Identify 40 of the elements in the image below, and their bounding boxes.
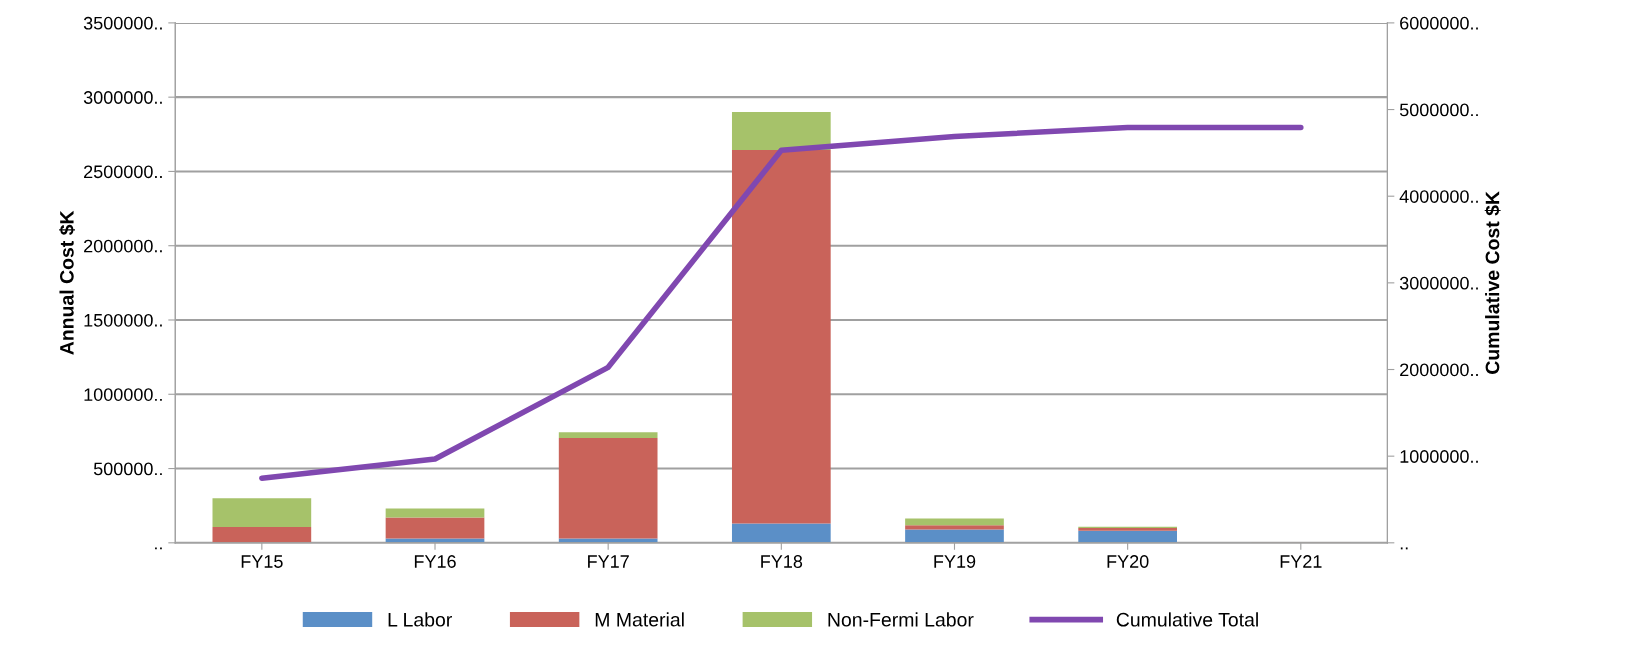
legend-label: M Material xyxy=(595,612,684,627)
y-tick-label: 3000000.. xyxy=(83,91,162,104)
x-tick-label: FY20 xyxy=(1107,555,1149,568)
y-tick-label: 2000000.. xyxy=(84,239,162,253)
legend-label: Cumulative Total xyxy=(1116,612,1258,627)
bar xyxy=(212,498,312,527)
y2-tick-label: 2000000.. xyxy=(1400,363,1478,377)
y-axis-title: Annual Cost $K xyxy=(59,210,75,355)
y-tick-label: .. xyxy=(155,547,162,550)
bar xyxy=(558,438,658,539)
y2-tick-label: .. xyxy=(1400,547,1408,550)
y-tick-label: 2500000.. xyxy=(84,165,162,179)
x-tick-label: FY15 xyxy=(241,555,283,568)
y-tick-label: 500000.. xyxy=(93,462,162,476)
bar xyxy=(905,518,1004,526)
bar xyxy=(731,523,831,543)
bar xyxy=(212,526,312,543)
bar xyxy=(905,525,1004,530)
x-tick-label: FY21 xyxy=(1280,555,1322,568)
y2-tick-label: 6000000.. xyxy=(1400,16,1478,30)
x-tick-label: FY17 xyxy=(588,555,629,568)
bar xyxy=(1078,530,1177,543)
x-tick-label: FY19 xyxy=(934,555,976,568)
y2-tick-label: 1000000.. xyxy=(1400,450,1478,463)
bar xyxy=(731,149,831,524)
legend-label: Non-Fermi Labor xyxy=(828,612,974,627)
y-tick-label: 1000000.. xyxy=(84,388,162,401)
bar xyxy=(558,432,658,439)
y2-tick-label: 3000000.. xyxy=(1399,276,1478,290)
legend-label: L Labor xyxy=(388,612,452,627)
bar xyxy=(905,529,1004,543)
x-tick-label: FY16 xyxy=(414,555,456,568)
y-tick-label: 3500000.. xyxy=(83,16,162,30)
bar xyxy=(731,112,831,150)
y2-tick-label: 5000000.. xyxy=(1399,103,1478,117)
x-tick-label: FY18 xyxy=(761,555,803,568)
y-tick-label: 1500000.. xyxy=(84,313,162,327)
y2-tick-label: 4000000.. xyxy=(1399,190,1478,203)
bar xyxy=(385,517,485,539)
y2-axis-title: Cumulative Cost $K xyxy=(1484,191,1501,374)
